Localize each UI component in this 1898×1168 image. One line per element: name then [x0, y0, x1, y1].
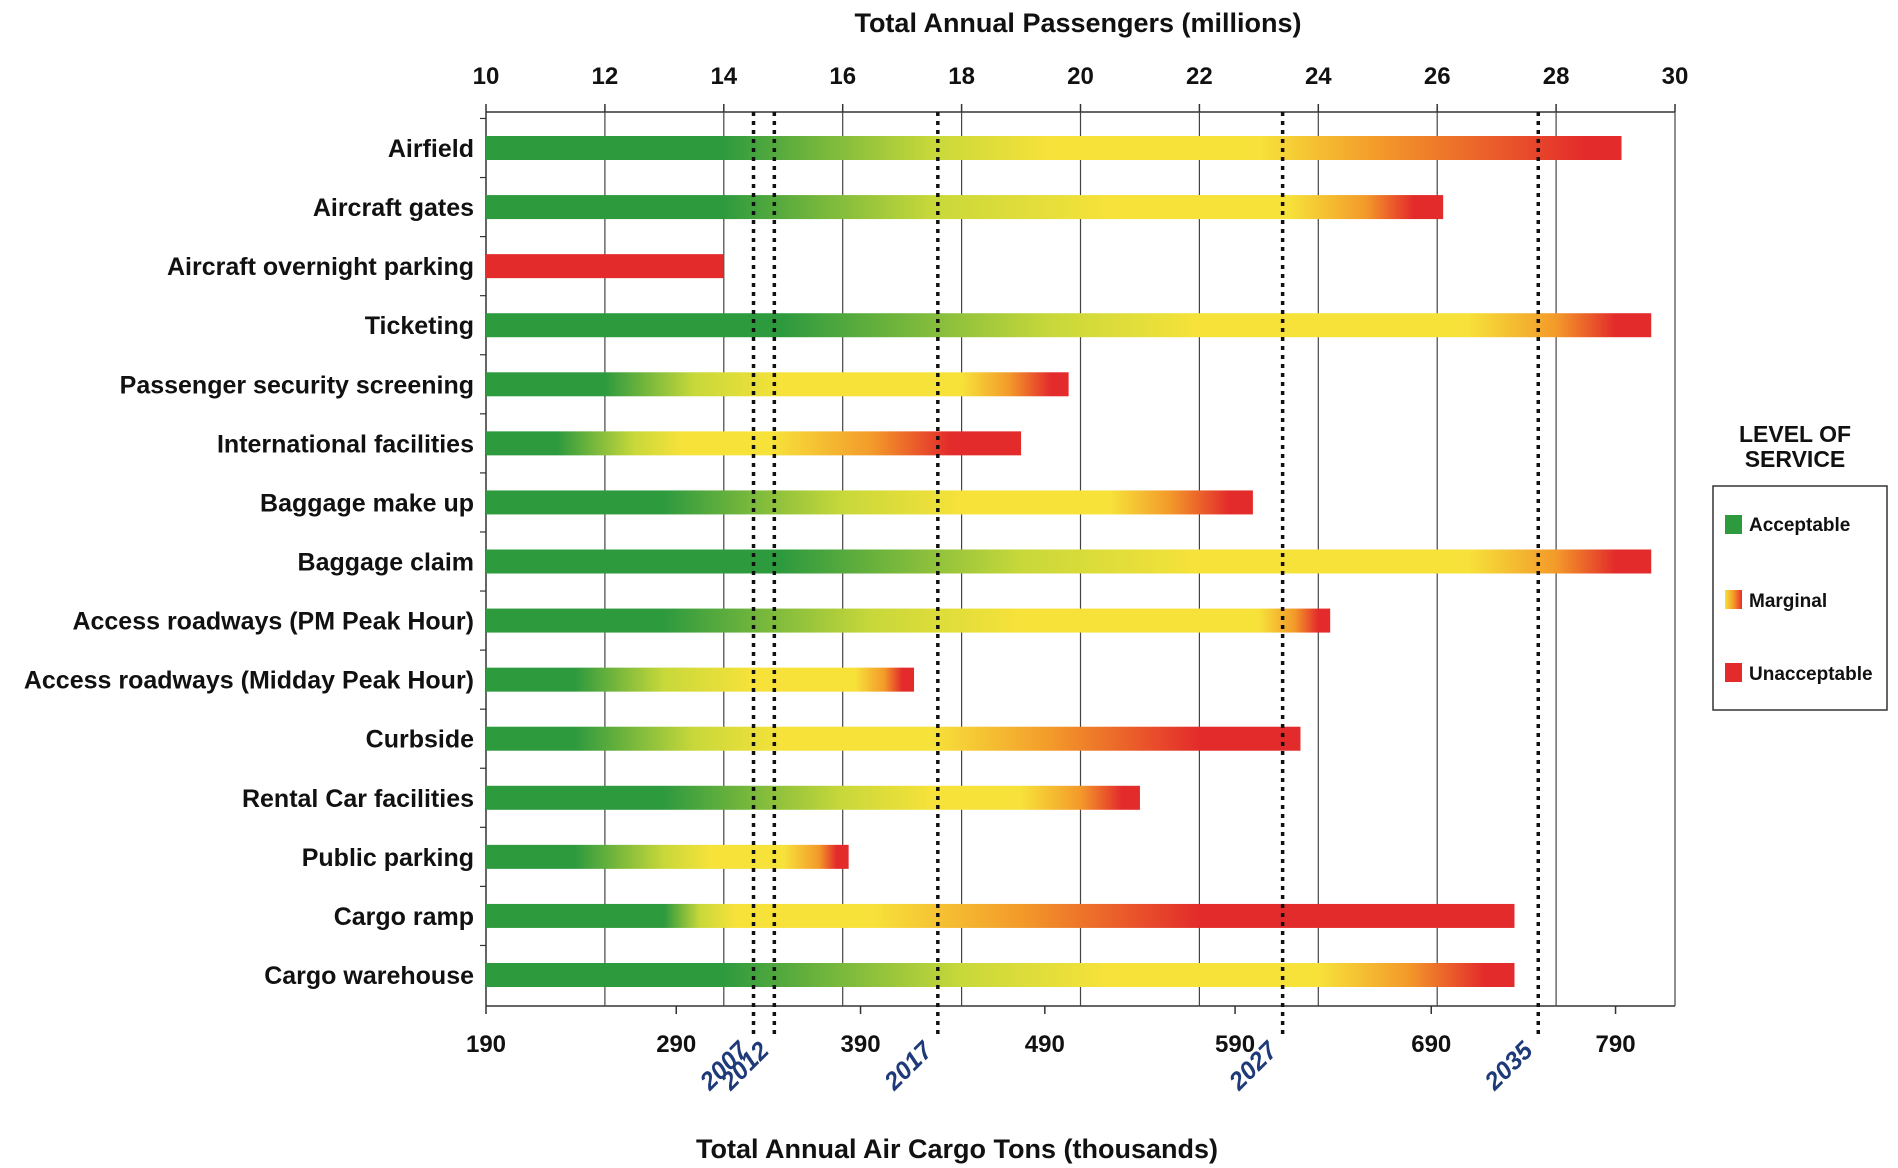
category-label-4: Passenger security screening: [120, 371, 474, 399]
top-tick-label-16: 16: [829, 63, 856, 90]
category-label-7: Baggage claim: [298, 549, 474, 577]
bottom-tick-label-590: 590: [1215, 1031, 1255, 1058]
bottom-tick-label-190: 190: [466, 1031, 506, 1058]
year-label-2017: 2017: [878, 1036, 939, 1097]
legend-label-acceptable: Acceptable: [1749, 515, 1850, 536]
top-axis-title: Total Annual Passengers (millions): [854, 8, 1301, 38]
category-label-14: Cargo warehouse: [264, 962, 474, 990]
bar-5: [486, 431, 1022, 456]
top-tick-label-20: 20: [1067, 63, 1094, 90]
bar-11: [486, 785, 1140, 810]
bottom-tick-label-390: 390: [841, 1031, 881, 1058]
bottom-axis-title: Total Annual Air Cargo Tons (thousands): [696, 1134, 1218, 1164]
legend-swatch-marginal: [1725, 590, 1742, 609]
category-label-13: Cargo ramp: [334, 903, 474, 931]
legend-title-line-2: SERVICE: [1745, 446, 1846, 472]
top-tick-label-22: 22: [1186, 63, 1213, 90]
bottom-tick-label-490: 490: [1025, 1031, 1065, 1058]
category-label-3: Ticketing: [365, 312, 474, 340]
legend-swatch-unacceptable: [1725, 663, 1742, 682]
bar-14: [486, 963, 1515, 987]
bar-2: [486, 254, 724, 279]
category-label-11: Rental Car facilities: [242, 785, 474, 813]
legend: LEVEL OF SERVICE Acceptable Marginal Una…: [1712, 421, 1888, 711]
bar-7: [486, 549, 1652, 574]
bar-13: [486, 903, 1515, 928]
bar-12: [486, 844, 849, 869]
category-label-0: Airfield: [388, 135, 474, 163]
bottom-axis: 190 290 390 490 590 690 790: [466, 1006, 1636, 1058]
bar-4: [486, 372, 1069, 397]
top-tick-label-28: 28: [1543, 63, 1570, 90]
category-label-1: Aircraft gates: [313, 194, 474, 222]
top-tick-label-12: 12: [592, 63, 619, 90]
category-label-5: International facilities: [217, 430, 474, 458]
bar-10: [486, 726, 1301, 751]
bar-6: [486, 490, 1253, 515]
bottom-tick-label-290: 290: [656, 1031, 696, 1058]
category-label-10: Curbside: [366, 726, 474, 754]
top-tick-label-24: 24: [1305, 63, 1332, 90]
bars: [486, 136, 1652, 987]
category-labels: Airfield Aircraft gates Aircraft overnight…: [24, 117, 486, 990]
category-label-6: Baggage make up: [260, 489, 474, 517]
top-tick-label-26: 26: [1424, 63, 1451, 90]
category-label-12: Public parking: [302, 844, 474, 872]
bottom-tick-label-790: 790: [1596, 1031, 1636, 1058]
top-tick-label-14: 14: [710, 63, 737, 90]
bar-1: [486, 195, 1444, 220]
year-label-2035: 2035: [1479, 1036, 1540, 1097]
top-tick-label-30: 30: [1662, 63, 1689, 90]
legend-swatch-acceptable: [1725, 515, 1742, 534]
bar-3: [486, 313, 1652, 338]
bar-8: [486, 608, 1331, 633]
bottom-tick-label-690: 690: [1411, 1031, 1451, 1058]
legend-title-line-1: LEVEL OF: [1739, 421, 1851, 447]
bar-9: [486, 667, 915, 692]
bar-0: [486, 136, 1622, 160]
legend-label-marginal: Marginal: [1749, 591, 1827, 612]
category-label-2: Aircraft overnight parking: [167, 253, 474, 281]
top-tick-label-18: 18: [948, 63, 975, 90]
category-label-9: Access roadways (Midday Peak Hour): [24, 667, 474, 695]
category-label-8: Access roadways (PM Peak Hour): [72, 608, 474, 636]
top-tick-label-10: 10: [473, 63, 500, 90]
legend-label-unacceptable: Unacceptable: [1749, 664, 1873, 685]
top-axis: 10 12 14 16 18 20 22 24 26 28 30: [473, 63, 1689, 112]
